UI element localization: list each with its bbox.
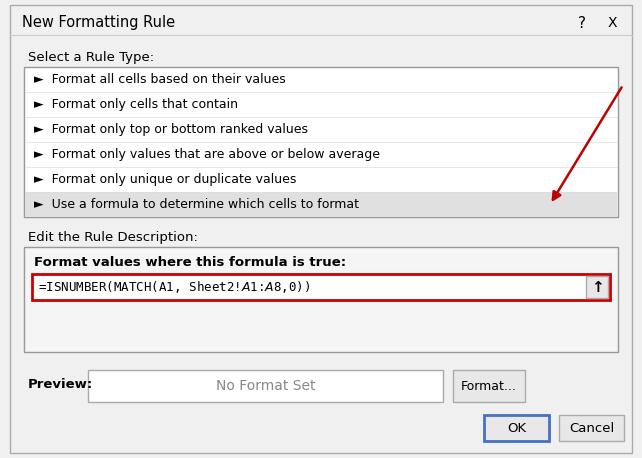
Text: =ISNUMBER(MATCH(A1, Sheet2!$A$1:$A$8,0)): =ISNUMBER(MATCH(A1, Sheet2!$A$1:$A$8,0)) — [38, 279, 310, 295]
FancyBboxPatch shape — [88, 370, 443, 402]
Text: ►  Format only cells that contain: ► Format only cells that contain — [34, 98, 238, 111]
FancyBboxPatch shape — [484, 415, 549, 441]
Text: ↑: ↑ — [591, 279, 603, 294]
Text: ►  Use a formula to determine which cells to format: ► Use a formula to determine which cells… — [34, 198, 359, 211]
Text: OK: OK — [507, 421, 526, 435]
Text: ?: ? — [578, 16, 586, 31]
Text: New Formatting Rule: New Formatting Rule — [22, 16, 175, 31]
FancyBboxPatch shape — [25, 192, 617, 217]
Text: No Format Set: No Format Set — [216, 379, 315, 393]
FancyBboxPatch shape — [32, 274, 610, 300]
Text: ►  Format all cells based on their values: ► Format all cells based on their values — [34, 73, 286, 86]
FancyBboxPatch shape — [24, 247, 618, 352]
Text: ►  Format only values that are above or below average: ► Format only values that are above or b… — [34, 148, 380, 161]
FancyBboxPatch shape — [559, 415, 624, 441]
Text: Select a Rule Type:: Select a Rule Type: — [28, 50, 154, 64]
FancyBboxPatch shape — [586, 276, 608, 298]
Text: Format...: Format... — [461, 380, 517, 393]
Text: X: X — [607, 16, 617, 30]
Text: ►  Format only unique or duplicate values: ► Format only unique or duplicate values — [34, 173, 297, 186]
FancyBboxPatch shape — [453, 370, 525, 402]
Text: Edit the Rule Description:: Edit the Rule Description: — [28, 230, 198, 244]
Text: ►  Format only top or bottom ranked values: ► Format only top or bottom ranked value… — [34, 123, 308, 136]
Text: Cancel: Cancel — [569, 421, 614, 435]
Text: Preview:: Preview: — [28, 377, 93, 391]
Text: Format values where this formula is true:: Format values where this formula is true… — [34, 256, 346, 269]
FancyBboxPatch shape — [10, 5, 632, 453]
FancyBboxPatch shape — [24, 67, 618, 217]
